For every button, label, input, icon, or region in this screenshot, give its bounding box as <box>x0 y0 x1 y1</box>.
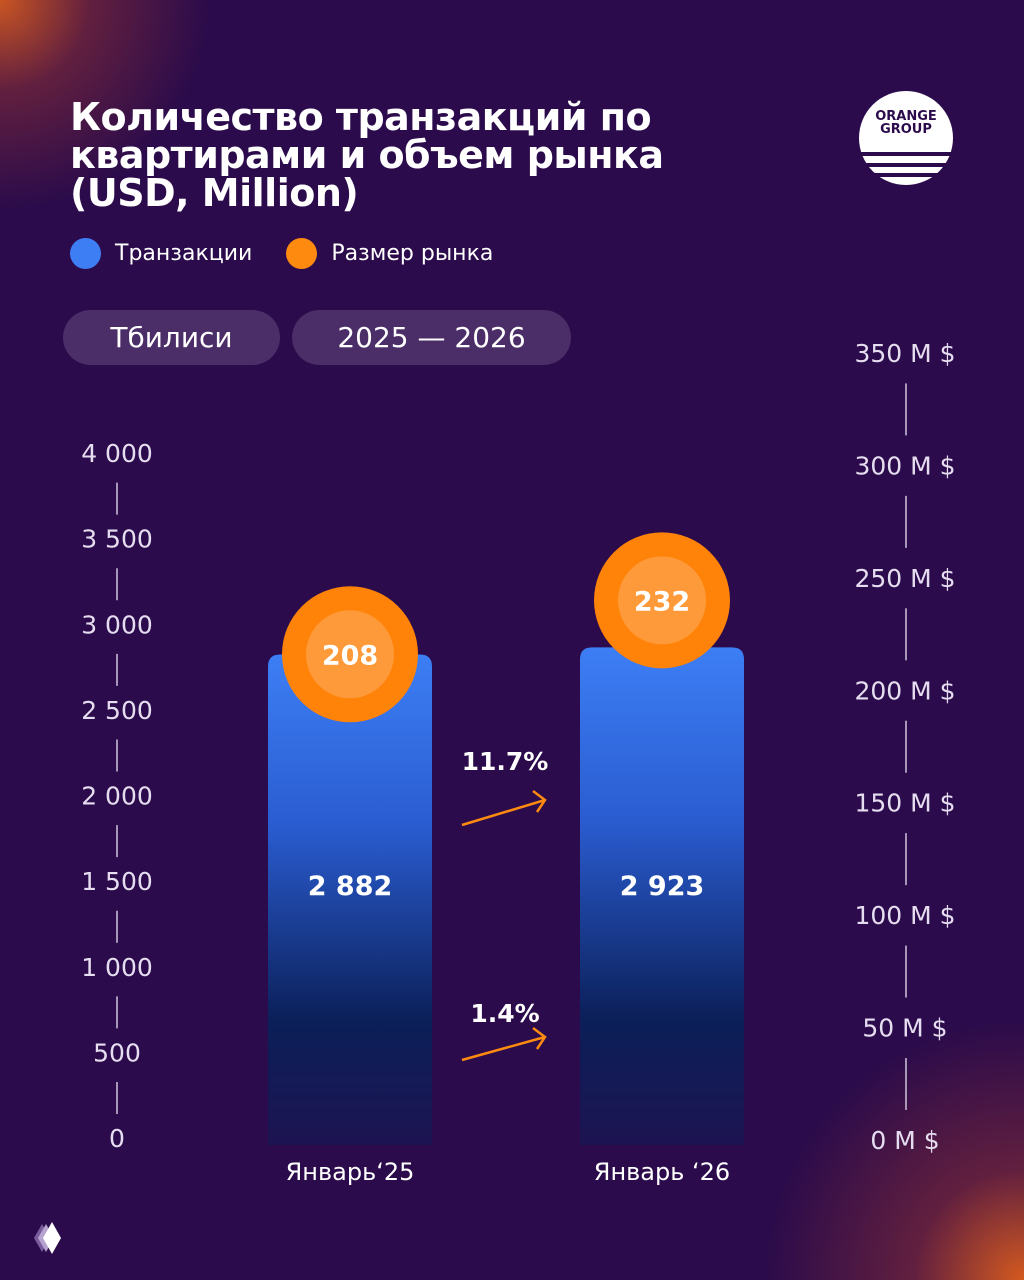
right-axis-tick-label: 0 M $ <box>870 1126 939 1155</box>
legend-item-transactions: Транзакции <box>70 238 252 269</box>
bar-value-label: 2 923 <box>620 871 705 902</box>
left-axis-tick-label: 0 <box>109 1124 125 1153</box>
x-axis-category-label: Январь ‘26 <box>594 1158 730 1186</box>
legend-label: Размер рынка <box>331 241 494 266</box>
legend-swatch <box>286 238 318 269</box>
bar-transactions <box>580 647 744 1145</box>
market-size-value-label: 232 <box>634 586 690 617</box>
legend-swatch <box>70 238 101 269</box>
growth-annotation-label: 1.4% <box>470 999 539 1028</box>
growth-arrow-head-icon <box>532 1027 547 1050</box>
bar-value-label: 2 882 <box>308 871 393 902</box>
right-axis-tick-label: 150 M $ <box>854 789 955 818</box>
left-axis-tick-label: 1 000 <box>81 953 153 982</box>
left-axis-tick-label: 500 <box>93 1038 141 1067</box>
growth-arrow-head-icon <box>532 790 547 813</box>
growth-arrow-icon <box>461 1035 546 1062</box>
market-size-marker-inner <box>306 610 394 699</box>
left-axis-tick-label: 3 500 <box>81 525 153 554</box>
left-axis-tick-label: 1 500 <box>81 867 153 896</box>
orange-group-logo: ORANGE GROUP <box>859 91 953 185</box>
growth-annotation-label: 11.7% <box>462 747 549 776</box>
market-size-value-label: 208 <box>322 640 378 671</box>
city-filter[interactable]: Тбилиси <box>63 310 280 365</box>
left-axis-tick-label: 2 000 <box>81 782 153 811</box>
right-axis-tick-label: 200 M $ <box>854 676 955 705</box>
x-axis-category-label: Январь‘25 <box>286 1158 415 1186</box>
page-title: Количество транзакций по квартирами и об… <box>70 95 664 215</box>
right-axis-tick-label: 300 M $ <box>854 451 955 480</box>
legend-item-market-size: Размер рынка <box>286 238 493 269</box>
svg-text:ORANGE: ORANGE <box>875 109 937 124</box>
period-filter[interactable]: 2025 — 2026 <box>292 310 571 365</box>
legend-label: Транзакции <box>115 241 253 266</box>
right-axis-tick-label: 100 M $ <box>854 901 955 930</box>
left-axis-tick-label: 4 000 <box>81 439 153 468</box>
right-axis-tick-label: 350 M $ <box>854 339 955 368</box>
left-axis-tick-label: 3 000 <box>81 610 153 639</box>
growth-arrow-icon <box>461 798 546 827</box>
bar-transactions <box>268 654 432 1145</box>
right-axis-tick-label: 250 M $ <box>854 564 955 593</box>
legend: Транзакции Размер рынка <box>70 238 527 269</box>
right-axis-tick-label: 50 M $ <box>862 1014 947 1043</box>
brand-mark-icon <box>34 1222 61 1254</box>
left-axis-tick-label: 2 500 <box>81 696 153 725</box>
svg-text:GROUP: GROUP <box>880 122 932 137</box>
market-size-marker-inner <box>618 556 706 645</box>
